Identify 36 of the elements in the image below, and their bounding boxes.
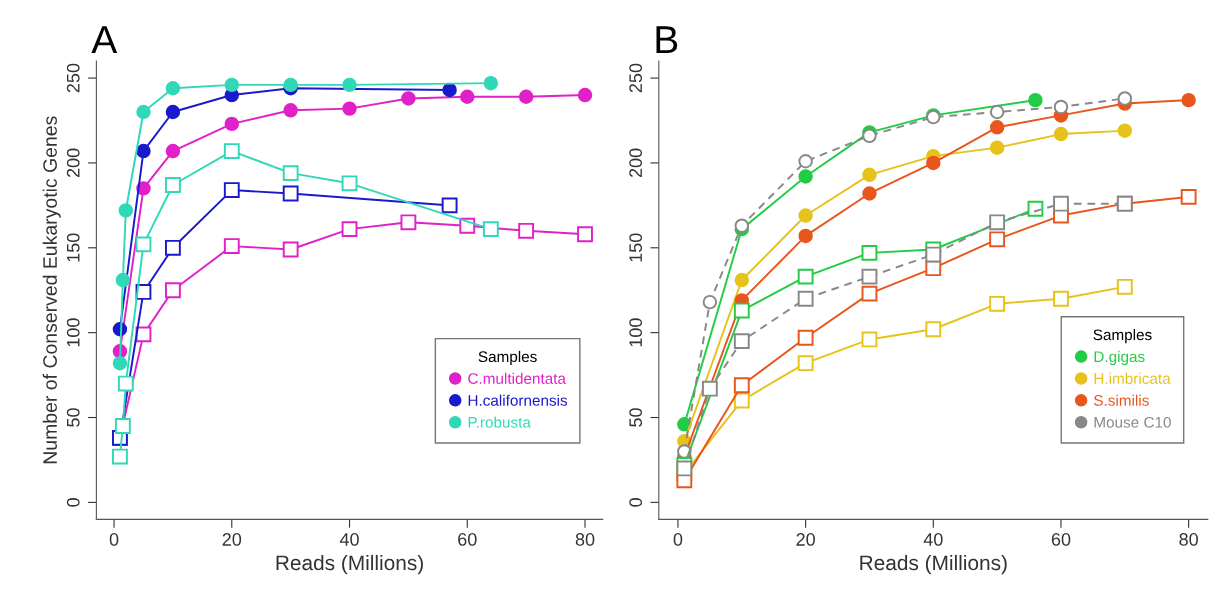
x-tick-label: 60 xyxy=(458,533,477,546)
chart-title: B xyxy=(656,26,678,54)
legend-label: H.imbricata xyxy=(1094,372,1171,384)
y-tick-label: 50 xyxy=(66,408,80,427)
legend-label: D.gigas xyxy=(1094,350,1145,366)
x-tick-label: 0 xyxy=(109,533,119,546)
y-axis-title: Number of Conserved Eukaryotic Genes xyxy=(42,116,61,464)
legend-label: H.californensis xyxy=(468,394,568,406)
y-tick-label: 250 xyxy=(629,63,643,93)
legend-label: P.robusta xyxy=(468,416,531,428)
legend-title: Samples xyxy=(1093,328,1152,344)
y-tick-label: 100 xyxy=(629,318,643,347)
x-axis-title: Reads (Millions) xyxy=(860,554,1007,575)
x-tick-label: 40 xyxy=(339,533,359,546)
y-tick-label: 150 xyxy=(629,233,643,262)
chart-title: A xyxy=(91,26,118,54)
x-tick-label: 60 xyxy=(1051,533,1071,546)
x-tick-label: 80 xyxy=(1179,533,1198,546)
y-tick-label: 150 xyxy=(66,233,80,262)
y-tick-label: 50 xyxy=(629,408,643,427)
legend-label: C.multidentata xyxy=(468,372,566,384)
y-tick-label: 200 xyxy=(66,148,80,178)
y-tick-label: 100 xyxy=(66,318,80,347)
x-tick-label: 80 xyxy=(575,533,595,546)
y-tick-label: 200 xyxy=(629,148,643,178)
y-tick-label: 0 xyxy=(629,498,643,507)
y-tick-label: 0 xyxy=(66,498,80,507)
legend-label: Mouse C10 xyxy=(1094,416,1171,428)
legend-label: S.similis xyxy=(1094,394,1149,406)
x-tick-label: 40 xyxy=(923,533,943,546)
y-tick-label: 250 xyxy=(66,63,80,93)
x-tick-label: 20 xyxy=(222,533,242,546)
legend-title: Samples xyxy=(478,350,537,366)
x-tick-label: 20 xyxy=(796,533,815,546)
x-tick-label: 0 xyxy=(673,533,683,546)
x-axis-title: Reads (Millions) xyxy=(276,554,423,575)
